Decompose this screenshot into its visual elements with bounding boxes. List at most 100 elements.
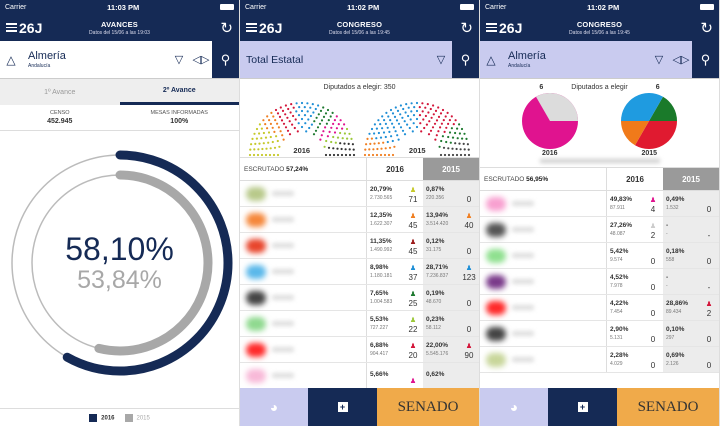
result-2015: 0,19% 48.670 0 xyxy=(423,285,479,310)
search-icon: ⚲ xyxy=(700,51,711,67)
deputy-icon: ♟ xyxy=(409,239,417,246)
result-2015: 0,62% xyxy=(423,363,479,388)
dropdown-icon[interactable]: ▽ xyxy=(654,54,664,66)
table-row[interactable]: 4,22% 7.454 0 28,86% 89.434 ♟ 2 xyxy=(480,295,719,321)
pie-2015: 2015 xyxy=(621,93,678,157)
party-logo xyxy=(246,290,266,305)
refresh-icon[interactable]: ↻ xyxy=(700,19,713,37)
result-2016: 6,88% 904.417 ♟ 20 xyxy=(366,337,423,362)
result-2015: 0,12% 31.175 0 xyxy=(423,233,479,258)
menu-button[interactable]: 26J xyxy=(486,20,522,36)
dropdown-icon[interactable]: ▽ xyxy=(436,54,446,66)
location-region: Andalucía xyxy=(508,63,531,69)
expand-button[interactable]: + xyxy=(308,388,377,426)
table-row[interactable]: 6,88% 904.417 ♟ 20 22,00% 5.545.176 ♟ 90 xyxy=(240,337,479,363)
column-2016[interactable]: 2016 xyxy=(606,168,663,190)
table-row[interactable]: 8,98% 1.180.181 ♟ 37 28,71% 7.236.837 ♟ 123 xyxy=(240,259,479,285)
party-name-blurred xyxy=(272,321,294,326)
senado-button[interactable]: SENADO xyxy=(617,388,719,426)
search-button[interactable]: ⚲ xyxy=(452,41,479,78)
hamburger-icon xyxy=(486,23,497,32)
results-table-header: ESCRUTADO 57,24% 2016 2015 xyxy=(240,157,479,181)
status-bar: Carrier 11:02 PM xyxy=(240,0,479,14)
party-name-blurred xyxy=(272,373,294,378)
party-name-blurred xyxy=(512,305,534,310)
party-name-blurred xyxy=(512,357,534,362)
app-header: 26J AVANCES Datos del 15/06 a las 19:03 … xyxy=(0,14,239,41)
table-row[interactable]: 11,35% 1.490.992 ♟ 45 0,12% 31.175 0 xyxy=(240,233,479,259)
party-logo xyxy=(486,222,506,237)
result-2015: 22,00% 5.545.176 ♟ 90 xyxy=(423,337,479,362)
carrier-label: Carrier xyxy=(485,3,507,11)
censo-label: CENSO xyxy=(49,110,70,116)
refresh-icon[interactable]: ↻ xyxy=(460,19,473,37)
deputy-icon: ♟ xyxy=(465,343,473,350)
column-2015[interactable]: 2015 xyxy=(423,158,479,180)
search-button[interactable]: ⚲ xyxy=(212,41,239,78)
battery-icon xyxy=(460,4,474,10)
hemicycles: 2016 2015 xyxy=(240,95,479,157)
table-row[interactable]: 5,66% ♟ 0,62% xyxy=(240,363,479,389)
result-2016: 20,79% 2.730.565 ♟ 71 xyxy=(366,181,423,206)
table-row[interactable]: 5,42% 9.574 0 0,18% 558 0 xyxy=(480,243,719,269)
column-2016[interactable]: 2016 xyxy=(366,158,423,180)
refresh-icon[interactable]: ↻ xyxy=(220,19,233,37)
menu-button[interactable]: 26J xyxy=(6,20,42,36)
column-2015[interactable]: 2015 xyxy=(663,168,719,190)
party-logo xyxy=(486,274,506,289)
result-2015: 0,87% 220.356 0 xyxy=(423,181,479,206)
clock: 11:02 PM xyxy=(587,2,620,12)
tab-2-avance[interactable]: 2º Avance xyxy=(119,79,239,105)
carrier-label: Carrier xyxy=(5,3,27,11)
result-2015: -- - xyxy=(663,269,719,294)
bottom-bar: ◕ + SENADO xyxy=(240,388,479,426)
table-row[interactable]: 49,83% 87.911 ♟ 4 0,49% 1.532 0 xyxy=(480,191,719,217)
result-2016: 8,98% 1.180.181 ♟ 37 xyxy=(366,259,423,284)
tab-1-avance[interactable]: 1º Avance xyxy=(44,88,76,96)
expand-button[interactable]: + xyxy=(548,388,617,426)
mesas-value: 100% xyxy=(170,118,189,125)
deputy-icon: ♟ xyxy=(409,378,417,385)
dropdown-icon[interactable]: ▽ xyxy=(174,54,184,66)
table-row[interactable]: 20,79% 2.730.565 ♟ 71 0,87% 220.356 0 xyxy=(240,181,479,207)
app-header: 26J CONGRESO Datos del 15/06 a las 19:45… xyxy=(240,14,479,41)
party-logo xyxy=(246,264,266,279)
table-row[interactable]: 5,53% 727.227 ♟ 22 0,23% 58.112 0 xyxy=(240,311,479,337)
pie-chart-icon: ◕ xyxy=(269,399,279,415)
result-2016: 5,66% ♟ xyxy=(366,363,423,388)
diputados-row: 6 Diputados a elegir 6 xyxy=(480,79,719,95)
screen-congreso-total: Carrier 11:02 PM 26J CONGRESO Datos del … xyxy=(240,0,480,426)
location-name: Total Estatal xyxy=(246,53,304,66)
compare-icon[interactable]: ◁▷ xyxy=(192,54,210,66)
compare-icon[interactable]: ◁▷ xyxy=(672,54,690,66)
menu-button[interactable]: 26J xyxy=(246,20,282,36)
chart-view-button[interactable]: ◕ xyxy=(480,388,548,426)
hemicycle-2015: 2015 xyxy=(361,99,473,157)
deputy-icon: ♟ xyxy=(409,343,417,350)
collapse-up-icon[interactable]: △ xyxy=(486,52,496,67)
table-row[interactable]: 27,26% 48.087 ♟ 2 -- - xyxy=(480,217,719,243)
deputy-icon: ♟ xyxy=(409,187,417,194)
table-row[interactable]: 2,28% 4.029 0 0,69% 2.126 0 xyxy=(480,347,719,373)
party-logo xyxy=(246,368,266,383)
deputy-icon: ♟ xyxy=(705,301,713,308)
result-2015: 28,71% 7.236.837 ♟ 123 xyxy=(423,259,479,284)
table-row[interactable]: 2,90% 5.131 0 0,10% 297 0 xyxy=(480,321,719,347)
result-2016: 2,28% 4.029 0 xyxy=(606,347,663,372)
table-row[interactable]: 4,52% 7.978 0 -- - xyxy=(480,269,719,295)
results-table-header: ESCRUTADO 56,95% 2016 2015 xyxy=(480,167,719,191)
location-bar: △ Almería Andalucía ▽ ◁▷ ⚲ xyxy=(480,41,719,79)
deputy-icon: ♟ xyxy=(409,317,417,324)
senado-button[interactable]: SENADO xyxy=(377,388,479,426)
party-name-blurred xyxy=(272,269,294,274)
search-button[interactable]: ⚲ xyxy=(692,41,719,78)
table-row[interactable]: 12,35% 1.622.307 ♟ 45 13,94% 3.514.420 ♟ 40 xyxy=(240,207,479,233)
participation-chart: 58,10% 53,84% xyxy=(0,131,239,395)
party-logo xyxy=(486,300,506,315)
results-table: 49,83% 87.911 ♟ 4 0,49% 1.532 0 27,26% 48.08… xyxy=(480,191,719,373)
table-row[interactable]: 7,65% 1.004.583 ♟ 25 0,19% 48.670 0 xyxy=(240,285,479,311)
chart-view-button[interactable]: ◕ xyxy=(240,388,308,426)
search-icon: ⚲ xyxy=(220,51,231,67)
collapse-up-icon[interactable]: △ xyxy=(6,52,16,67)
party-name-blurred xyxy=(512,331,534,336)
